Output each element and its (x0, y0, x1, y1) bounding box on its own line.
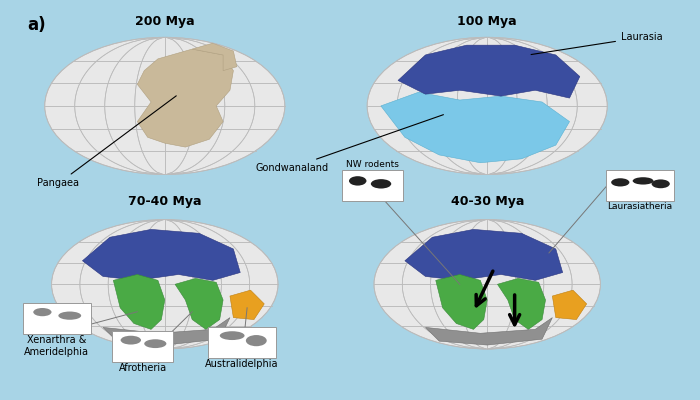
Text: Pangaea: Pangaea (38, 96, 176, 188)
Polygon shape (103, 318, 230, 345)
Text: Laurasia: Laurasia (531, 32, 663, 54)
Text: a): a) (27, 16, 46, 34)
Polygon shape (398, 45, 580, 98)
Text: Laurasiatheria: Laurasiatheria (608, 202, 673, 211)
FancyBboxPatch shape (606, 170, 674, 201)
Polygon shape (552, 290, 587, 320)
Text: 70-40 Mya: 70-40 Mya (128, 196, 202, 208)
Text: Australidelphia: Australidelphia (205, 359, 279, 369)
Polygon shape (113, 274, 164, 329)
Ellipse shape (374, 220, 601, 349)
Ellipse shape (120, 336, 141, 344)
Polygon shape (83, 230, 240, 280)
FancyBboxPatch shape (23, 303, 91, 334)
Polygon shape (381, 92, 570, 163)
Polygon shape (137, 49, 233, 147)
Ellipse shape (367, 37, 608, 174)
Ellipse shape (144, 339, 167, 348)
Polygon shape (193, 43, 237, 71)
Ellipse shape (633, 177, 654, 184)
FancyBboxPatch shape (208, 327, 276, 358)
Ellipse shape (52, 220, 278, 349)
Text: 200 Mya: 200 Mya (135, 15, 195, 28)
Ellipse shape (34, 308, 52, 316)
Text: Gondwanaland: Gondwanaland (255, 115, 443, 173)
Polygon shape (498, 278, 545, 329)
Ellipse shape (349, 176, 367, 186)
Polygon shape (230, 290, 265, 320)
Polygon shape (426, 318, 552, 345)
FancyBboxPatch shape (342, 170, 402, 201)
Text: Afrotheria: Afrotheria (118, 363, 167, 373)
Ellipse shape (58, 312, 81, 320)
Ellipse shape (611, 178, 629, 186)
Ellipse shape (220, 331, 244, 340)
Text: Xenarthra &
Ameridelphia: Xenarthra & Ameridelphia (25, 335, 89, 357)
FancyBboxPatch shape (112, 330, 173, 362)
Text: 40-30 Mya: 40-30 Mya (451, 196, 524, 208)
Ellipse shape (371, 179, 391, 188)
Polygon shape (435, 274, 487, 329)
Text: NW rodents: NW rodents (346, 160, 399, 169)
Ellipse shape (45, 37, 285, 174)
Ellipse shape (652, 180, 670, 188)
Text: 100 Mya: 100 Mya (457, 15, 517, 28)
Polygon shape (175, 278, 223, 329)
Polygon shape (405, 230, 563, 280)
Ellipse shape (246, 335, 267, 346)
